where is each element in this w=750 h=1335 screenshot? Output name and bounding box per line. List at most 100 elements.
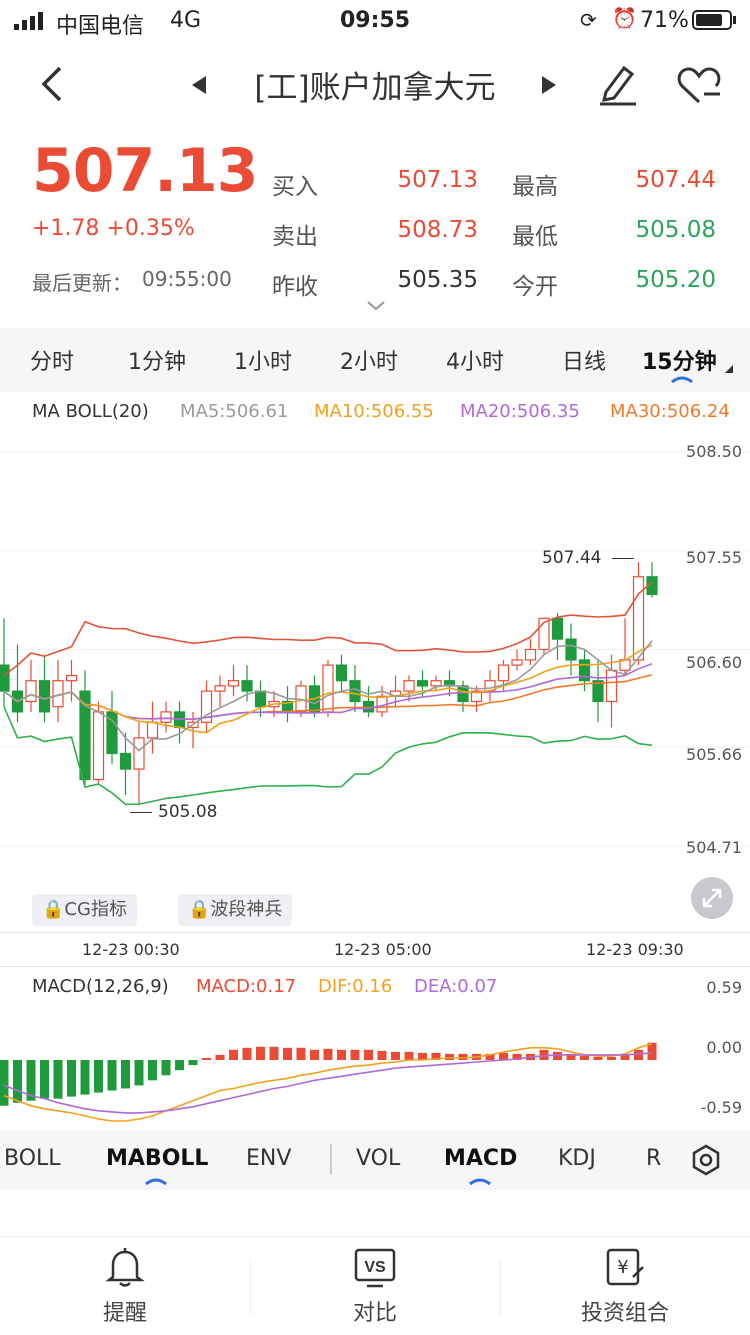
candle-body xyxy=(106,711,118,755)
active-indicator-mark xyxy=(145,1178,167,1186)
divider xyxy=(500,1259,501,1315)
macd-bar xyxy=(53,1060,63,1099)
rotation-lock-icon: ⟳ xyxy=(580,8,597,32)
candle-body xyxy=(592,680,604,703)
alert-button[interactable]: 提醒 xyxy=(50,1247,200,1327)
compare-icon: VS xyxy=(354,1248,396,1288)
tab-4hour[interactable]: 4小时 xyxy=(446,350,504,375)
macd-legend: MACD:0.17 xyxy=(196,976,297,997)
tab-1min[interactable]: 1分钟 xyxy=(128,350,186,375)
tab-daily[interactable]: 日线 xyxy=(562,350,607,375)
macd-bar xyxy=(13,1060,22,1103)
macd-bar xyxy=(377,1050,387,1060)
indicator-maboll[interactable]: MABOLL xyxy=(106,1146,209,1171)
candle-body xyxy=(38,680,51,713)
cg-indicator-chip[interactable]: 🔒CG指标 xyxy=(32,894,137,926)
macd-bar xyxy=(256,1046,265,1060)
indicator-kdj[interactable]: KDJ xyxy=(558,1146,596,1171)
prev-close-value: 505.35 xyxy=(397,267,478,293)
tab-15min[interactable]: 15分钟 xyxy=(642,350,717,375)
back-icon[interactable] xyxy=(38,64,68,104)
candle xyxy=(106,691,118,764)
network-label: 4G xyxy=(170,8,202,33)
battery-icon xyxy=(692,10,736,30)
candle xyxy=(173,701,186,744)
candle-body xyxy=(254,690,267,708)
tab-timeshare[interactable]: 分时 xyxy=(30,350,75,375)
candle-body xyxy=(632,576,645,661)
compare-label: 对比 xyxy=(352,1301,397,1326)
macd-bar xyxy=(391,1051,400,1060)
candle xyxy=(511,649,523,671)
macd-bar xyxy=(26,1060,36,1101)
high-value: 507.44 xyxy=(635,167,716,193)
tab-1hour[interactable]: 1小时 xyxy=(234,350,292,375)
clock: 09:55 xyxy=(340,8,411,33)
macd-bar xyxy=(215,1054,225,1060)
candle-body xyxy=(241,680,253,692)
macd-bar xyxy=(566,1053,576,1060)
candlestick-chart[interactable] xyxy=(0,430,750,870)
boll-upper-line xyxy=(3,581,653,677)
macd-chart[interactable] xyxy=(0,996,750,1126)
macd-bar xyxy=(161,1060,171,1076)
macd-bar xyxy=(458,1053,468,1060)
indicator-macd[interactable]: MACD xyxy=(444,1146,518,1171)
battery-percent: 71% xyxy=(640,8,689,33)
tab-2hour[interactable]: 2小时 xyxy=(340,350,398,375)
macd-bar xyxy=(499,1052,508,1060)
candle-body xyxy=(25,680,37,703)
candle xyxy=(538,617,550,655)
settings-icon[interactable] xyxy=(690,1144,722,1176)
candle-body xyxy=(497,664,510,682)
wave-indicator-chip[interactable]: 🔒波段神兵 xyxy=(178,894,293,926)
candle-body xyxy=(565,638,577,661)
prev-instrument-icon[interactable] xyxy=(190,74,210,96)
wave-indicator-label: 波段神兵 xyxy=(210,899,283,920)
bottom-toolbar: 提醒 VS 对比 ¥ 投资组合 xyxy=(0,1236,750,1335)
expand-chevron-icon[interactable] xyxy=(366,300,386,312)
macd-bar xyxy=(148,1060,157,1081)
edit-icon[interactable] xyxy=(598,62,638,108)
indicator-bar: BOLL MABOLL ENV VOL MACD KDJ R xyxy=(0,1130,750,1190)
fullscreen-icon[interactable] xyxy=(690,876,734,920)
dea-line xyxy=(3,1052,653,1114)
candle-body xyxy=(322,664,334,713)
candle xyxy=(605,654,618,728)
macd-bar xyxy=(0,1060,9,1106)
favorite-remove-icon[interactable] xyxy=(676,66,722,106)
macd-y-tick-label: 0.00 xyxy=(706,1038,742,1057)
macd-bar xyxy=(80,1060,90,1095)
alarm-icon: ⏰ xyxy=(612,6,637,30)
active-tab-indicator xyxy=(671,376,693,384)
low-value: 505.08 xyxy=(635,217,716,243)
open-label: 今开 xyxy=(512,274,558,300)
indicator-boll[interactable]: BOLL xyxy=(4,1146,61,1171)
candle xyxy=(565,623,577,676)
ma20-legend: MA20:506.35 xyxy=(460,401,580,422)
candle xyxy=(146,701,159,754)
indicator-vol[interactable]: VOL xyxy=(356,1146,401,1171)
high-marker-label: 507.44 xyxy=(542,548,602,568)
candle-body xyxy=(227,680,240,687)
candle xyxy=(38,654,51,723)
portfolio-button[interactable]: ¥ 投资组合 xyxy=(550,1247,700,1327)
compare-button[interactable]: VS 对比 xyxy=(300,1247,450,1327)
candle xyxy=(25,659,37,712)
tab-more-icon[interactable] xyxy=(724,364,734,374)
macd-bar xyxy=(580,1055,589,1060)
indicator-r[interactable]: R xyxy=(646,1146,662,1171)
candle-body xyxy=(511,659,523,666)
candle xyxy=(551,613,564,660)
candle xyxy=(430,675,442,692)
low-label: 最低 xyxy=(512,224,558,250)
macd-bar xyxy=(310,1049,319,1060)
open-value: 505.20 xyxy=(635,267,716,293)
next-instrument-icon[interactable] xyxy=(538,74,558,96)
candle-body xyxy=(160,711,172,723)
candle-body xyxy=(538,617,550,651)
candle xyxy=(200,680,213,733)
update-time: 09:55:00 xyxy=(142,267,232,291)
indicator-env[interactable]: ENV xyxy=(246,1146,292,1171)
low-marker-label: 505.08 xyxy=(158,802,218,822)
